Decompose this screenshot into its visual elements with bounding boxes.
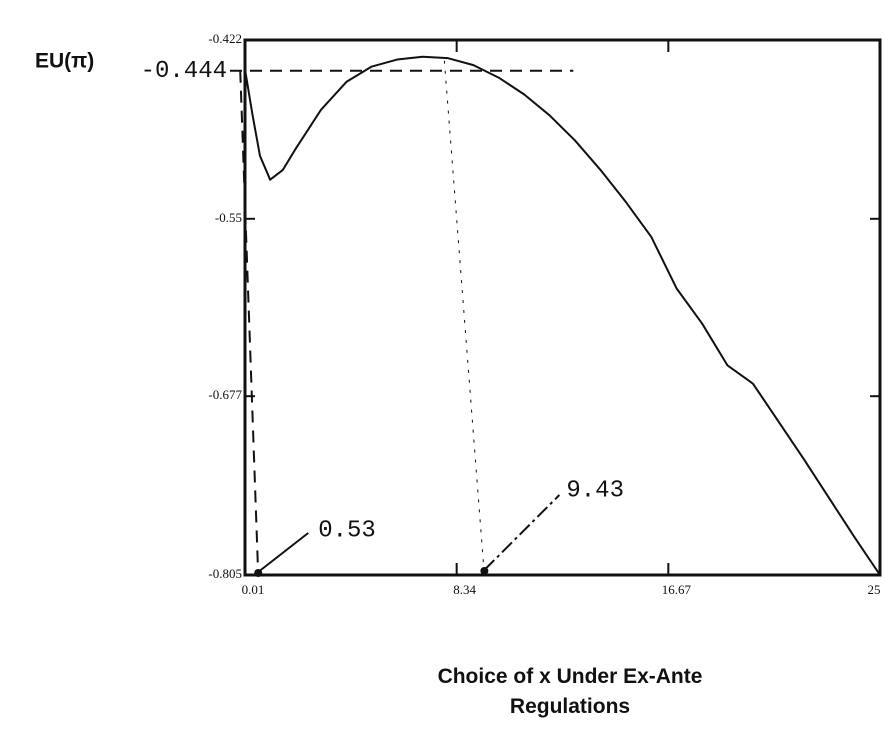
x-tick-label: 0.01 <box>242 582 265 597</box>
reference-line <box>443 60 485 576</box>
y-tick-label: -0.677 <box>208 387 242 402</box>
annotation-marker <box>254 569 263 577</box>
reference-line <box>239 70 260 576</box>
annotation: -0.444 <box>141 58 227 85</box>
y-tick-label: -0.422 <box>208 31 242 46</box>
y-tick-label: -0.55 <box>215 210 242 225</box>
y-tick-label: -0.805 <box>208 566 242 581</box>
annotation: 9.43 <box>566 477 624 504</box>
annotation: 0.53 <box>318 517 376 544</box>
annotation-pointer <box>257 532 309 573</box>
y-axis-label: EU(π) <box>35 50 94 73</box>
x-tick-label: 8.34 <box>453 582 476 597</box>
annotation-pointer <box>483 494 561 571</box>
x-axis-label: Choice of x Under Ex-Ante Regulations <box>437 665 703 718</box>
x-tick-label: 16.67 <box>662 582 692 597</box>
x-tick-label: 25 <box>868 582 881 597</box>
annotation-marker <box>480 567 489 575</box>
plot-frame <box>243 38 882 577</box>
data-line <box>244 55 881 576</box>
